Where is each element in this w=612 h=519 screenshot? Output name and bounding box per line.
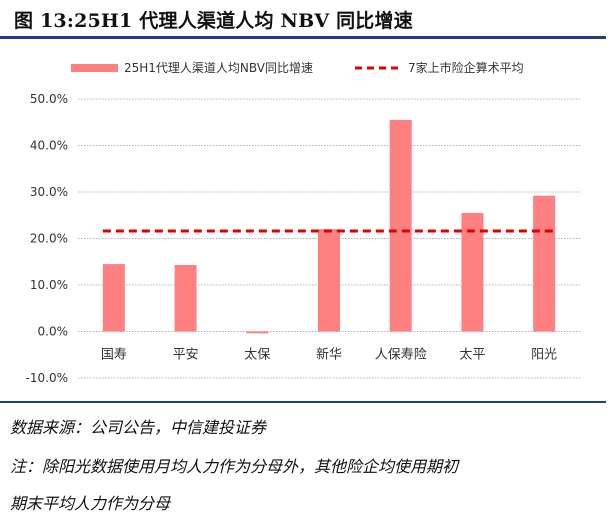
footnote-line-1: 注：除阳光数据使用月均人力作为分母外，其他险企均使用期初	[10, 457, 459, 476]
bar	[102, 264, 125, 332]
x-tick-label: 太保	[244, 348, 270, 363]
x-tick-label: 太平	[459, 348, 485, 363]
y-tick-label: 30.0%	[30, 185, 68, 199]
bottom-rule	[0, 401, 606, 403]
y-tick-label: 0.0%	[38, 325, 69, 339]
legend-bar-swatch	[71, 64, 118, 72]
footnote-line-2: 期末平均人力作为分母	[10, 494, 171, 513]
y-tick-label: 40.0%	[30, 139, 68, 153]
chart-title: 图 13:25H1 代理人渠道人均 NBV 同比增速	[14, 10, 413, 32]
bar	[174, 265, 197, 332]
y-tick-label: -10.0%	[26, 371, 68, 385]
legend-line-label: 7家上市险企算术平均	[408, 60, 524, 75]
bar	[246, 331, 269, 334]
x-tick-label: 平安	[173, 348, 199, 363]
legend-bar-label: 25H1代理人渠道人均NBV同比增速	[124, 61, 313, 75]
bar-chart: 25H1代理人渠道人均NBV同比增速 7家上市险企算术平均 -10.0% 0.0% 10…	[26, 60, 580, 385]
x-tick-label: 人保寿险	[375, 348, 427, 363]
bar	[533, 195, 556, 332]
top-rule	[0, 36, 606, 39]
bar	[389, 119, 412, 332]
x-tick-label: 国寿	[101, 348, 127, 363]
x-tick-label: 新华	[316, 347, 342, 363]
source-note: 数据来源：公司公告，中信建投证券	[10, 418, 267, 437]
y-tick-label: 50.0%	[30, 92, 68, 106]
y-tick-label: 20.0%	[30, 232, 68, 246]
x-tick-label: 阳光	[531, 348, 557, 363]
bar	[461, 212, 484, 332]
y-tick-label: 10.0%	[30, 278, 68, 292]
bar	[318, 229, 340, 332]
